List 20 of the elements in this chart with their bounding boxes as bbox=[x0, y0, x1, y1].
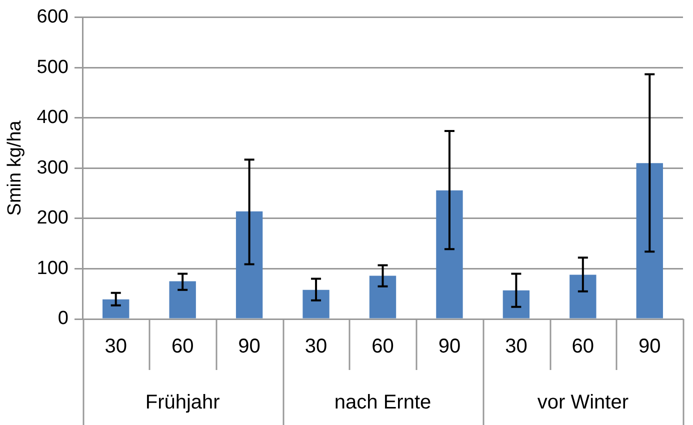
x-tick-label: 60 bbox=[372, 336, 394, 358]
text: vor Winter bbox=[537, 392, 629, 414]
x-tick-label: 30 bbox=[304, 336, 328, 358]
x-tick-label: 60 bbox=[171, 336, 194, 358]
x-tick-label: 90 bbox=[438, 336, 461, 358]
y-tick-label: 300 bbox=[36, 157, 68, 178]
x-tick-label: 30 bbox=[104, 336, 127, 358]
x-tick-label: 30 bbox=[505, 336, 528, 358]
y-tick-label: 100 bbox=[36, 258, 68, 279]
y-axis-title: Smin kg/ha bbox=[4, 120, 26, 216]
x-tick-label: 90 bbox=[638, 336, 661, 358]
text: nach Ernte bbox=[334, 392, 432, 414]
y-tick-label: 200 bbox=[36, 208, 68, 229]
x-tick-label: 60 bbox=[572, 336, 594, 358]
y-tick-label: 0 bbox=[58, 308, 68, 330]
y-tick-label: 400 bbox=[36, 107, 68, 128]
y-tick-label: 600 bbox=[36, 6, 68, 28]
y-tick-label: 500 bbox=[36, 56, 68, 78]
text: Frühjahr bbox=[145, 392, 220, 414]
x-tick-label: 90 bbox=[238, 336, 260, 358]
